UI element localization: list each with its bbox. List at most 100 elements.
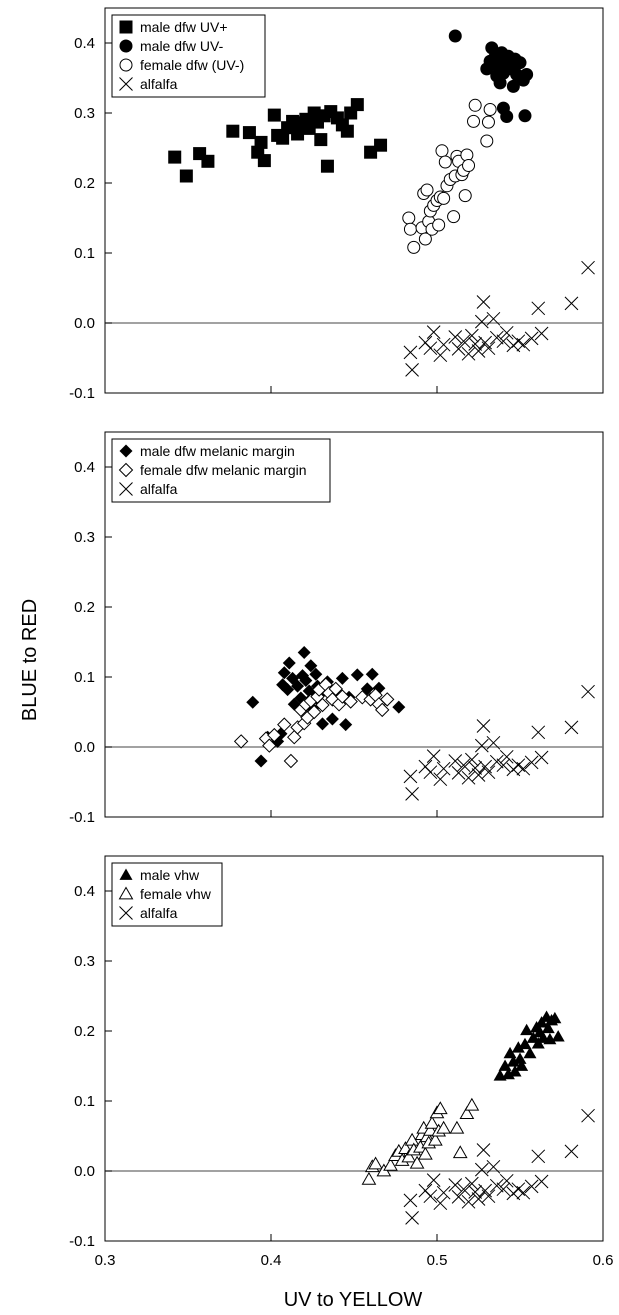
legend-label: male dfw UV+ <box>140 19 228 35</box>
legend-marker <box>118 886 134 900</box>
panel-3: -0.1 0.0 0.1 0.2 0.3 0.4 0.3 0.4 0.5 0.6 male vhw f… <box>69 855 613 1269</box>
data-point <box>499 1173 514 1188</box>
data-point <box>518 1037 532 1050</box>
data-point <box>513 56 527 70</box>
plot-frame <box>104 855 604 1242</box>
data-point <box>564 1144 579 1159</box>
y-tick-label: 0.3 <box>74 529 95 546</box>
data-point <box>361 1171 377 1185</box>
data-point <box>452 1145 468 1159</box>
data-point <box>564 296 579 311</box>
data-point <box>467 114 481 128</box>
data-point <box>328 681 343 697</box>
data-point <box>489 1178 504 1193</box>
data-point <box>281 683 295 697</box>
y-tick-label: 0.2 <box>74 175 95 192</box>
data-point <box>427 1132 443 1146</box>
data-point <box>520 68 534 81</box>
data-point <box>534 750 549 765</box>
data-point <box>486 311 501 326</box>
data-point <box>277 666 291 680</box>
data-point <box>508 1065 522 1077</box>
data-point <box>456 1182 471 1197</box>
y-tick-label: 0.4 <box>74 35 95 52</box>
data-point <box>423 341 438 356</box>
y-tick-label: -0.1 <box>69 385 95 402</box>
legend-label: alfalfa <box>140 481 178 497</box>
data-point <box>531 301 546 316</box>
data-point <box>581 684 595 699</box>
data-point <box>375 702 390 718</box>
data-point <box>499 749 514 764</box>
data-point <box>499 325 514 340</box>
legend: male vhw female vhw alfalfa <box>111 862 223 927</box>
data-point <box>474 314 489 329</box>
data-point <box>471 768 486 782</box>
data-point <box>481 765 496 780</box>
data-point <box>277 717 292 732</box>
data-point <box>468 98 482 112</box>
y-tick-label: 0.0 <box>74 739 95 756</box>
data-point <box>523 1046 537 1059</box>
data-point <box>315 717 329 731</box>
legend-label: male dfw UV- <box>140 38 224 54</box>
data-point <box>471 344 486 358</box>
y-tick-label: 0.0 <box>74 315 95 332</box>
data-point <box>493 76 507 90</box>
data-point <box>541 1021 555 1034</box>
data-point <box>433 348 448 363</box>
data-point <box>320 159 334 173</box>
data-point <box>496 334 511 349</box>
y-tick-label: 0.1 <box>74 245 95 262</box>
data-point <box>534 1174 549 1189</box>
data-point <box>448 29 462 43</box>
data-point <box>564 720 579 735</box>
legend-label: female dfw (UV-) <box>140 57 244 73</box>
series-alfalfa <box>403 1108 595 1225</box>
data-point <box>418 232 432 246</box>
data-point <box>520 1023 534 1036</box>
y-tick-label: 0.1 <box>74 669 95 686</box>
legend-box <box>111 438 331 503</box>
data-point <box>436 337 451 352</box>
panel-2: -0.1 0.0 0.1 0.2 0.3 0.4 male dfw melanic marg… <box>69 431 604 826</box>
data-point <box>365 667 379 681</box>
data-point <box>451 1190 466 1204</box>
plot-frame <box>104 7 604 394</box>
data-point <box>299 674 313 687</box>
data-point <box>403 769 418 784</box>
series-male-vhw <box>493 1010 565 1081</box>
legend-marker <box>119 444 133 458</box>
legend: male dfw melanic margin female dfw melani… <box>111 438 331 503</box>
data-point <box>309 667 323 681</box>
data-point <box>458 189 472 203</box>
data-point <box>524 331 539 346</box>
data-point <box>368 1156 383 1170</box>
legend: male dfw UV+ male dfw UV-female dfw (UV-)… <box>111 14 266 98</box>
legend-marker <box>118 462 134 478</box>
y-tick-label: 0.2 <box>74 1023 95 1040</box>
data-point <box>402 211 416 225</box>
data-point <box>461 1194 476 1209</box>
data-point <box>254 754 268 768</box>
data-point <box>581 1108 595 1123</box>
data-point <box>436 1185 451 1200</box>
data-point <box>506 79 520 93</box>
data-point <box>297 646 311 659</box>
data-point <box>314 133 328 147</box>
y-tick-label: 0.0 <box>74 1163 95 1180</box>
data-point <box>471 1192 486 1206</box>
data-point <box>518 109 532 123</box>
data-point <box>496 758 511 773</box>
series-female-dfw-uv- <box>402 98 497 254</box>
data-point <box>516 337 531 352</box>
data-point <box>526 1031 540 1043</box>
data-point <box>433 1196 448 1211</box>
data-point <box>531 1149 546 1164</box>
plot-frame <box>104 431 604 818</box>
legend-marker <box>119 39 133 53</box>
data-point <box>581 260 595 275</box>
data-point <box>456 334 471 349</box>
